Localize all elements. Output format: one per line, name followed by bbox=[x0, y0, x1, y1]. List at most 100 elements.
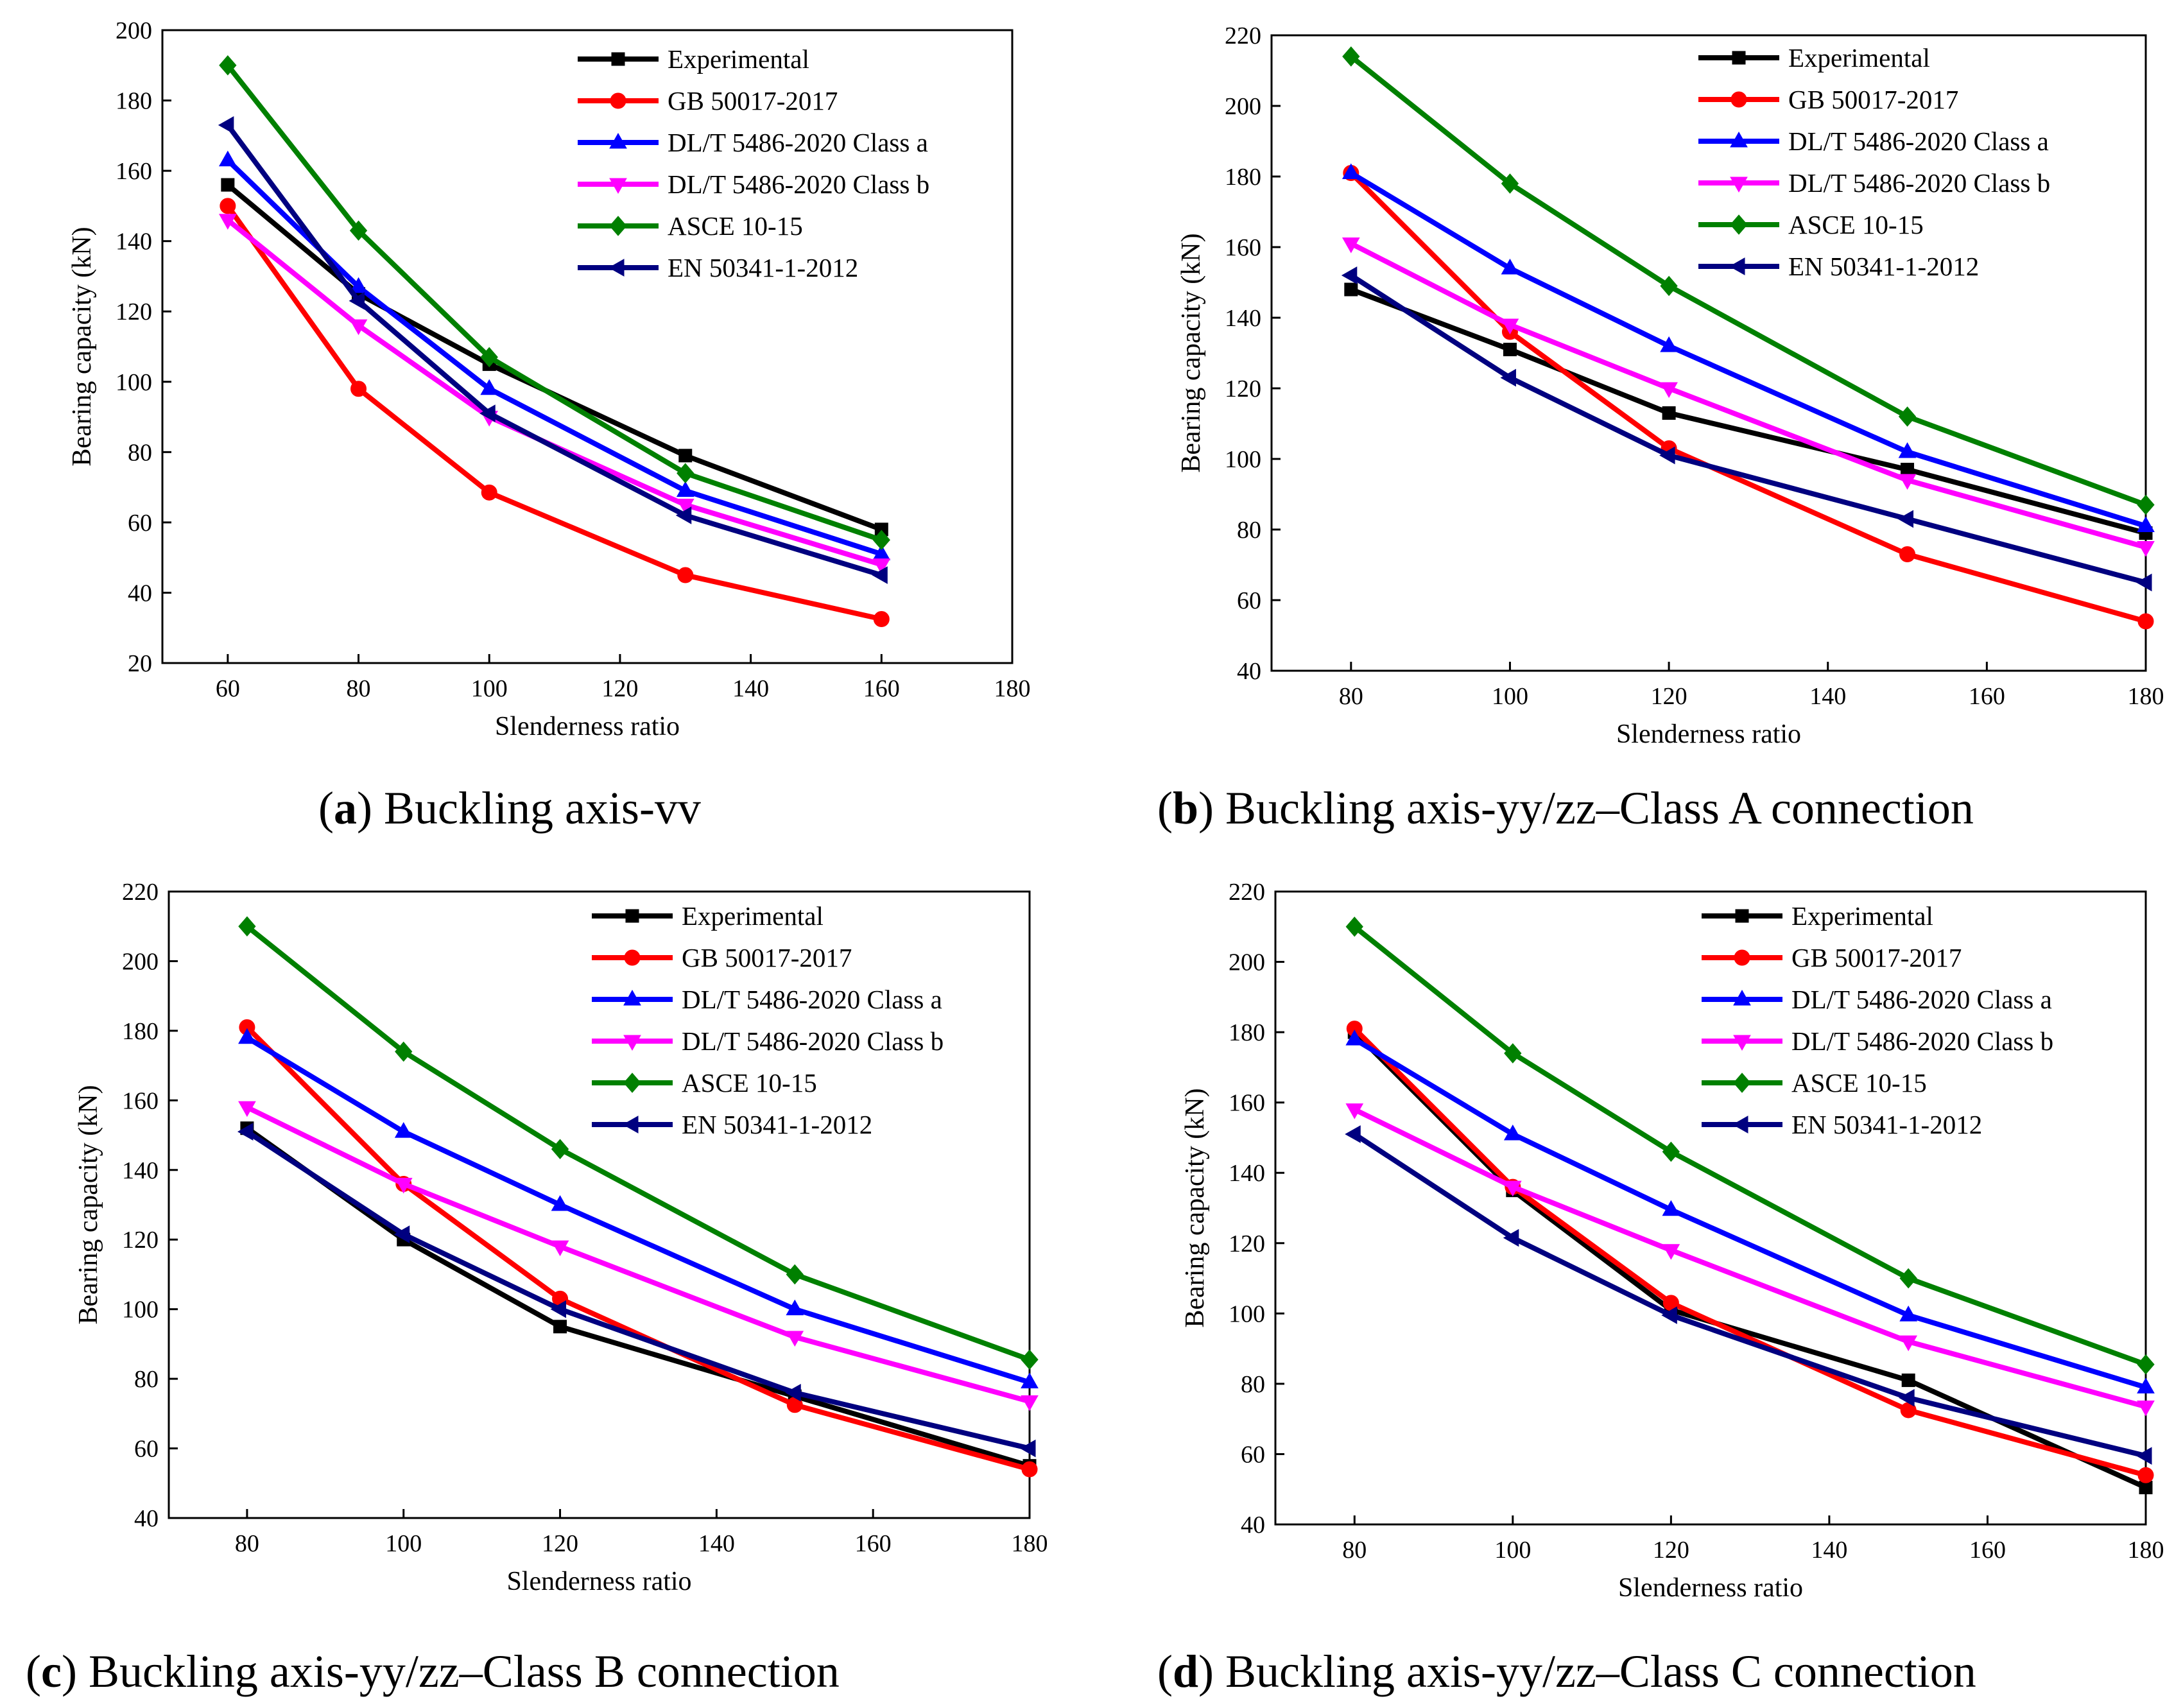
y-tick-label: 60 bbox=[1241, 1441, 1265, 1468]
data-point bbox=[675, 506, 692, 524]
legend-item: GB 50017-2017 bbox=[592, 943, 852, 972]
series-dl-t-5486-2020-class-a bbox=[1345, 1030, 2155, 1393]
caption-text: Buckling axis-yy/zz–Class A connection bbox=[1214, 782, 1974, 834]
data-point bbox=[551, 1139, 569, 1160]
legend-marker bbox=[1729, 257, 1745, 275]
x-tick-label: 120 bbox=[601, 675, 638, 702]
data-point bbox=[1021, 1372, 1039, 1389]
x-axis-title: Slenderness ratio bbox=[506, 1567, 691, 1596]
legend-label: DL/T 5486-2020 Class b bbox=[682, 1026, 944, 1056]
legend: Experimental GB 50017-2017 DL/T 5486-2020 … bbox=[1698, 43, 2050, 281]
panel-caption: (a) Buckling axis-vv bbox=[318, 782, 701, 834]
y-tick-label: 60 bbox=[1237, 587, 1261, 614]
data-point bbox=[1501, 173, 1519, 194]
panel-caption: (d) Buckling axis-yy/zz–Class C connecti… bbox=[1157, 1646, 1976, 1697]
x-tick-label: 120 bbox=[542, 1530, 578, 1557]
data-point bbox=[1021, 1349, 1039, 1370]
legend-label: GB 50017-2017 bbox=[668, 86, 838, 116]
legend-item: Experimental bbox=[1698, 43, 1930, 73]
y-tick-label: 40 bbox=[1237, 658, 1261, 685]
caption-text: Buckling axis-yy/zz–Class B connection bbox=[77, 1646, 840, 1697]
y-tick-label: 140 bbox=[1229, 1160, 1265, 1187]
y-tick-label: 160 bbox=[1229, 1090, 1265, 1117]
data-point bbox=[786, 1331, 804, 1347]
data-point bbox=[677, 567, 694, 583]
data-point bbox=[1662, 1200, 1680, 1216]
legend-marker bbox=[1733, 1073, 1751, 1093]
panel-letter: c bbox=[41, 1646, 62, 1697]
x-axis-title: Slenderness ratio bbox=[1618, 1573, 1803, 1603]
data-point bbox=[1503, 343, 1517, 356]
series-dl-t-5486-2020-class-a bbox=[238, 1028, 1039, 1389]
legend-item: ASCE 10-15 bbox=[1702, 1068, 1927, 1098]
data-point bbox=[2137, 494, 2155, 515]
y-tick-label: 140 bbox=[1225, 305, 1261, 332]
x-tick-label: 80 bbox=[1339, 683, 1363, 710]
legend-marker bbox=[608, 259, 625, 277]
y-tick-label: 80 bbox=[1241, 1371, 1265, 1398]
data-point bbox=[676, 499, 695, 515]
y-tick-label: 180 bbox=[122, 1018, 159, 1045]
data-point bbox=[1660, 275, 1678, 297]
data-point bbox=[349, 277, 368, 293]
legend-item: Experimental bbox=[1702, 901, 1933, 931]
data-point bbox=[2137, 613, 2154, 630]
data-point bbox=[1504, 1043, 1522, 1064]
data-point bbox=[349, 291, 365, 310]
series-dl-t-5486-2020-class-b bbox=[1345, 1103, 2155, 1417]
x-tick-label: 60 bbox=[216, 675, 240, 702]
data-point bbox=[350, 381, 367, 397]
panel-caption: (c) Buckling axis-yy/zz–Class B connecti… bbox=[26, 1646, 840, 1697]
y-axis-title: Bearing capacity (kN) bbox=[67, 227, 97, 466]
series-gb-50017-2017 bbox=[1346, 1021, 2154, 1483]
legend-label: GB 50017-2017 bbox=[682, 943, 852, 972]
legend-marker bbox=[623, 989, 641, 1006]
series-asce-10-15 bbox=[1342, 46, 2155, 515]
data-point bbox=[678, 449, 693, 463]
legend-marker bbox=[623, 1035, 641, 1051]
legend-item: DL/T 5486-2020 Class a bbox=[578, 128, 928, 157]
y-tick-label: 200 bbox=[1229, 949, 1265, 976]
y-tick-label: 120 bbox=[1229, 1230, 1265, 1257]
x-tick-label: 120 bbox=[1651, 683, 1687, 710]
legend-item: DL/T 5486-2020 Class b bbox=[592, 1026, 944, 1056]
x-tick-label: 80 bbox=[1342, 1537, 1367, 1564]
legend-item: GB 50017-2017 bbox=[1698, 85, 1958, 114]
legend-label: ASCE 10-15 bbox=[668, 211, 803, 241]
panel-a: 60 80 100 120 140 160 180 20 40 60 80 100 120 140 160 1… bbox=[67, 17, 1031, 834]
data-point bbox=[1662, 1244, 1680, 1260]
x-tick-label: 80 bbox=[235, 1530, 259, 1557]
y-tick-label: 220 bbox=[1225, 22, 1261, 49]
y-tick-label: 100 bbox=[1225, 446, 1261, 473]
legend-label: ASCE 10-15 bbox=[682, 1068, 817, 1098]
legend-marker bbox=[623, 1073, 641, 1093]
data-point bbox=[1344, 282, 1358, 297]
legend-marker bbox=[1733, 989, 1751, 1006]
data-point bbox=[1503, 1229, 1519, 1247]
data-point bbox=[238, 1028, 256, 1044]
legend-marker bbox=[611, 52, 625, 66]
x-tick-label: 100 bbox=[1492, 683, 1528, 710]
data-point bbox=[394, 1122, 413, 1138]
data-point bbox=[1662, 406, 1676, 420]
y-tick-label: 80 bbox=[1237, 517, 1261, 544]
data-point bbox=[1899, 546, 1916, 562]
data-point bbox=[551, 1240, 569, 1257]
panel-letter: d bbox=[1173, 1646, 1198, 1697]
data-point bbox=[1342, 237, 1360, 254]
legend-marker bbox=[625, 909, 639, 923]
data-point bbox=[872, 530, 890, 551]
legend-item: GB 50017-2017 bbox=[1702, 943, 1962, 972]
y-tick-label: 220 bbox=[1229, 879, 1265, 906]
data-point bbox=[1897, 510, 1914, 528]
data-point bbox=[1898, 406, 1917, 427]
legend-item: DL/T 5486-2020 Class a bbox=[1702, 985, 2052, 1014]
data-point bbox=[2136, 573, 2152, 592]
caption-text: Buckling axis-vv bbox=[372, 782, 701, 834]
data-point bbox=[1662, 1141, 1680, 1162]
data-point bbox=[2137, 1467, 2154, 1483]
panel-caption: (b) Buckling axis-yy/zz–Class A connecti… bbox=[1157, 782, 1974, 834]
y-tick-label: 120 bbox=[1225, 375, 1261, 402]
panel-letter: b bbox=[1173, 782, 1198, 834]
legend: Experimental GB 50017-2017 DL/T 5486-2020 … bbox=[1702, 901, 2053, 1139]
